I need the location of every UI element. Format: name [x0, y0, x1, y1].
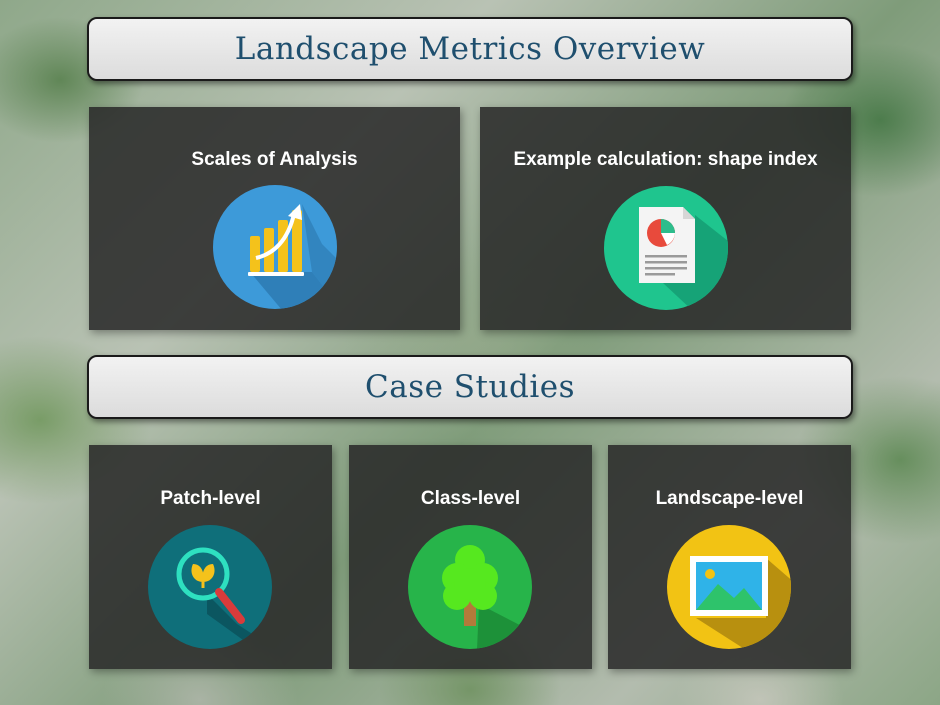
- class-level-card[interactable]: Class-level: [349, 445, 592, 669]
- patch-level-card[interactable]: Patch-level: [89, 445, 332, 669]
- case-studies-banner: Case Studies: [87, 355, 853, 419]
- bar-chart-growth-icon: [212, 184, 338, 310]
- card-label: Landscape-level: [655, 488, 804, 509]
- section-title: Case Studies: [365, 369, 575, 405]
- shape-index-example-card[interactable]: Example calculation: shape index: [480, 107, 851, 330]
- tree-icon: [407, 524, 533, 650]
- pie-chart-document-icon: [603, 185, 729, 311]
- card-label: Example calculation: shape index: [513, 149, 818, 170]
- overview-title-banner: Landscape Metrics Overview: [87, 17, 853, 81]
- card-label: Patch-level: [160, 488, 261, 509]
- landscape-level-card[interactable]: Landscape-level: [608, 445, 851, 669]
- page-title: Landscape Metrics Overview: [234, 31, 706, 67]
- magnifier-leaf-icon: [147, 524, 273, 650]
- landscape-picture-icon: [666, 524, 792, 650]
- scales-of-analysis-card[interactable]: Scales of Analysis: [89, 107, 460, 330]
- card-label: Scales of Analysis: [191, 149, 358, 170]
- card-label: Class-level: [420, 488, 521, 509]
